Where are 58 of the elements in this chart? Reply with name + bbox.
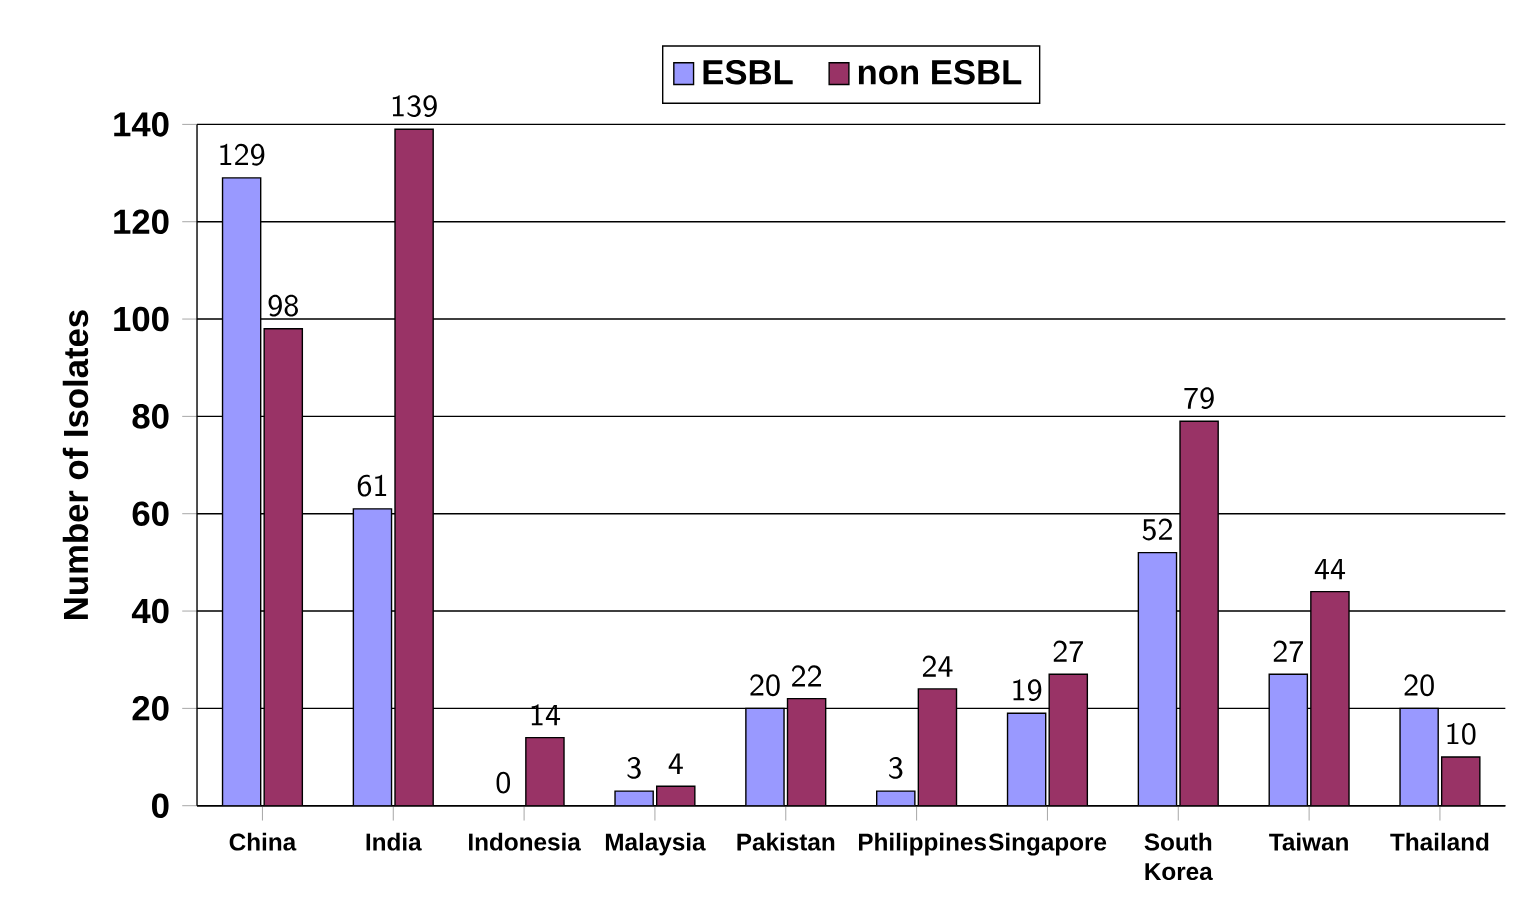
y-axis-title: Number of Isolates — [62, 310, 89, 619]
data-label: 98 — [268, 294, 298, 317]
data-label: 0 — [496, 771, 511, 794]
y-tick-label: 80 — [132, 404, 169, 429]
bar — [1399, 707, 1439, 806]
y-tick-label: 40 — [131, 598, 169, 624]
data-label: 14 — [531, 704, 561, 726]
data-label: 3 — [889, 756, 903, 779]
data-label: 20 — [750, 674, 780, 697]
data-label: 27 — [1273, 640, 1303, 662]
x-tick-label: Thailand — [1390, 832, 1489, 851]
y-tick-label: 120 — [114, 209, 169, 234]
data-label: 139 — [392, 95, 437, 117]
x-tick-label: South Korea — [1144, 832, 1213, 881]
data-label: 4 — [668, 753, 683, 774]
bar — [525, 736, 565, 806]
bar — [263, 328, 304, 806]
bar — [1268, 673, 1309, 806]
bar — [655, 785, 696, 806]
x-tick-label: Malaysia — [605, 832, 706, 856]
data-label: 27 — [1053, 640, 1083, 662]
x-tick-label: India — [366, 832, 422, 851]
data-label: 19 — [1013, 679, 1042, 701]
data-label: 129 — [220, 143, 265, 166]
data-label: 10 — [1447, 722, 1476, 745]
data-label: 52 — [1142, 518, 1172, 541]
data-label: 24 — [922, 655, 953, 677]
x-tick-label: China — [229, 832, 297, 851]
x-tick-label: Indonesia — [469, 832, 581, 851]
bar — [1137, 551, 1178, 806]
bar — [1179, 420, 1219, 806]
bar — [1310, 590, 1350, 806]
data-label: 20 — [1404, 674, 1434, 697]
legend-label: non ESBL — [858, 59, 1022, 85]
bar — [1440, 756, 1481, 806]
data-label: 22 — [791, 665, 822, 687]
bar — [1006, 712, 1047, 806]
legend-label: ESBL — [703, 59, 793, 85]
data-label: 79 — [1184, 387, 1214, 409]
x-tick-label: Taiwan — [1269, 832, 1348, 851]
bar — [352, 508, 393, 806]
bar — [1048, 673, 1089, 806]
x-tick-label: Singapore — [988, 832, 1107, 856]
data-label: 61 — [357, 474, 387, 497]
x-tick-label: Pakistan — [737, 832, 835, 851]
data-label: 44 — [1314, 558, 1346, 580]
y-tick-label: 60 — [132, 501, 169, 526]
bar — [917, 688, 958, 806]
bar — [221, 177, 262, 806]
bar — [786, 697, 827, 806]
y-tick-label: 100 — [114, 306, 169, 332]
y-tick-label: 140 — [114, 112, 169, 137]
x-tick-label: Philippines — [858, 832, 986, 856]
y-tick-label: 20 — [132, 696, 169, 721]
data-label: 3 — [627, 756, 641, 779]
bar — [745, 707, 785, 806]
y-tick-label: 0 — [152, 793, 169, 818]
bar — [394, 128, 434, 806]
